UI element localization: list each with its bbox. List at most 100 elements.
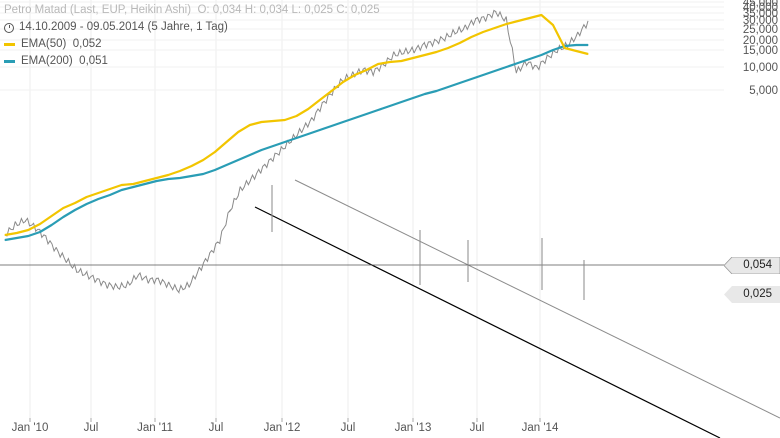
ema200-point (144, 183, 146, 185)
price-line (4, 9, 589, 294)
ema50-point (505, 23, 507, 25)
ema200-point (435, 90, 438, 92)
ema200-label: EMA(200) (21, 55, 73, 67)
ema200-point (155, 180, 158, 182)
ema200-point (377, 109, 379, 111)
ema50-point (482, 31, 484, 33)
ema50-point (389, 61, 391, 63)
ema200-point (74, 209, 76, 211)
y-tick-label: 25,000 (743, 24, 778, 36)
legend-range-row: 14.10.2009 - 09.05.2014 (5 Jahre, 1 Tag) (4, 19, 380, 36)
y-tick-label: 15,000 (743, 45, 778, 57)
x-tick-label: Jul (84, 422, 99, 434)
ema200-point (260, 149, 263, 151)
ema200-swatch-icon (4, 60, 15, 63)
ema50-point (167, 174, 169, 176)
ema200-point (97, 198, 99, 200)
ema50-point (144, 180, 146, 182)
ema200-point (121, 189, 123, 191)
ema200-point (307, 133, 309, 135)
ema200-point (86, 203, 88, 205)
ema50-point (365, 69, 368, 71)
ema200-point (27, 235, 29, 237)
ema50-point (51, 215, 53, 217)
ema50-point (552, 24, 554, 26)
y-tick-label: 30,000 (743, 15, 778, 27)
ema50-point (587, 53, 589, 55)
ema200-point (202, 173, 204, 175)
ema50-point (121, 184, 123, 186)
ema50-point (494, 27, 496, 29)
ema200-point (412, 97, 414, 99)
legend-title-row: Petro Matad (Last, EUP, Heikin Ashi) O: … (4, 2, 380, 19)
ema50-point (307, 108, 309, 110)
ema200-point (62, 216, 64, 218)
ema50-point (354, 74, 356, 76)
ema50-point (575, 50, 577, 52)
ema200-point (354, 117, 356, 119)
ema50-point (74, 202, 76, 204)
ema50-point (447, 47, 449, 49)
ema200-point (51, 224, 53, 226)
legend-ema200-row[interactable]: EMA(200) 0,051 (4, 53, 380, 70)
date-range: 14.10.2009 - 09.05.2014 (5 Jahre, 1 Tag) (19, 21, 228, 33)
ema200-point (529, 58, 531, 60)
ema200-point (284, 141, 286, 143)
ohlc-readout: O: 0,034 H: 0,034 L: 0,025 C: 0,025 (197, 4, 380, 16)
ema200-point (575, 44, 577, 46)
ema50-point (249, 124, 251, 126)
current-price-label: 0,054 (743, 259, 772, 271)
ema200-point (319, 129, 321, 131)
ema200-point (249, 154, 251, 156)
ema50-point (190, 165, 193, 167)
ema200-point (295, 137, 298, 139)
y-tick-label: 5,000 (749, 85, 778, 97)
resistance-trendline (294, 179, 780, 419)
ema50-point (179, 170, 181, 172)
ema50-value: 0,052 (72, 38, 102, 50)
ema50-point (27, 229, 29, 231)
ema50-point (377, 63, 379, 65)
ema200-point (587, 44, 589, 46)
ema50-point (319, 99, 321, 101)
ema200-point (342, 121, 344, 123)
ema50-point (517, 20, 519, 22)
ema200-point (505, 66, 507, 68)
ema200-point (470, 78, 472, 80)
ema50-point (470, 36, 472, 38)
ema50-point (272, 120, 274, 122)
ema200-point (459, 82, 461, 84)
ema200-point (389, 105, 391, 107)
ema50-point (4, 234, 6, 236)
x-tick-label: Jul (209, 422, 224, 434)
ema50-swatch-icon (4, 43, 15, 46)
ema50-point (260, 121, 263, 123)
ema200-value: 0,051 (79, 55, 108, 67)
y-tick-label: 45,000 (743, 0, 778, 9)
ema200-point (424, 93, 426, 95)
ema50-point (412, 57, 414, 59)
ema200-point (400, 101, 403, 103)
chart-gridlines (0, 0, 724, 418)
ema200-point (482, 74, 484, 76)
ema200-point (132, 186, 134, 188)
x-tick-label: Jan '14 (522, 422, 559, 434)
ema50-point (109, 188, 111, 190)
chart-legend: Petro Matad (Last, EUP, Heikin Ashi) O: … (4, 2, 380, 70)
ema50-point (459, 42, 461, 44)
ema200-point (272, 145, 274, 147)
chart-series (4, 9, 589, 300)
legend-ema50-row[interactable]: EMA(50) 0,052 (4, 36, 380, 53)
ema200-point (109, 194, 111, 196)
x-tick-label: Jan '10 (12, 422, 49, 434)
ema200-point (494, 70, 496, 72)
ema200-line (4, 43, 588, 242)
ema50-point (16, 232, 18, 234)
ema50-point (529, 17, 531, 19)
ema50-point (39, 223, 41, 225)
ema200-point (552, 49, 554, 51)
ema200-point (214, 169, 216, 171)
ema50-label: EMA(50) (21, 38, 67, 50)
ema200-point (540, 54, 542, 56)
